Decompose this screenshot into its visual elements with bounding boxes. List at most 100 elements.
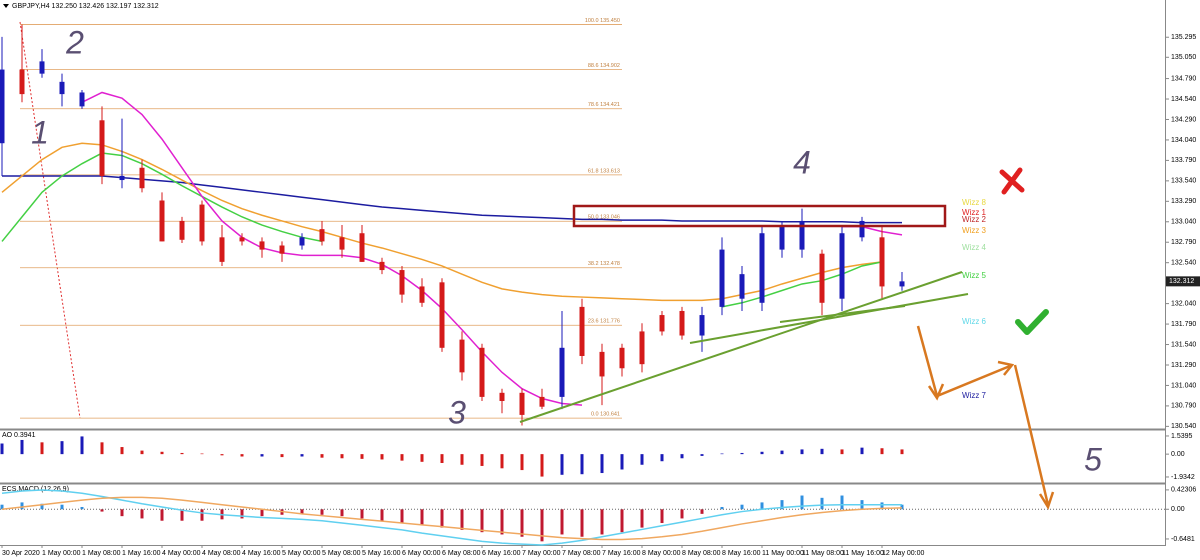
arrow-head [927,360,1015,401]
candle-body [479,347,485,397]
candle-body [19,69,25,95]
indicator-bar [180,509,184,521]
candle-body [199,204,205,242]
candle-body [419,286,425,303]
valid-mark [1015,309,1049,335]
fib-label: 23.6 131.776 [588,319,620,325]
candle-body [659,315,665,332]
fib-label: 88.6 134.902 [588,63,620,69]
indicator-bar [880,502,884,510]
y-tick-label: -0.6481 [1171,536,1195,543]
candle-body [139,167,145,189]
legend-label: Wizz 7 [962,391,987,400]
y-tick-label: 130.790 [1171,403,1196,410]
candle-body [39,61,45,74]
indicator-bar [60,504,64,510]
symbol-menu-icon[interactable] [3,4,9,8]
y-tick-label: 133.790 [1171,157,1196,164]
indicator-line [1,496,903,541]
fib-label: 61.8 133.613 [588,168,620,174]
indicator-bar [820,497,824,510]
y-tick-label: 132.040 [1171,300,1196,307]
y-tick-label: 132.790 [1171,239,1196,246]
indicator-bar [900,504,904,510]
indicator-bar [240,509,244,519]
candle-body [559,347,565,397]
indicator-bar [440,509,444,528]
projection-arrow [1013,364,1055,510]
y-tick-label: 131.540 [1171,341,1196,348]
x-tick-label: 4 May 16:00 [242,550,281,557]
x-tick-label: 4 May 08:00 [202,550,241,557]
indicator-bar [620,509,624,533]
indicator-bar [20,502,24,510]
indicator-bar [780,500,784,510]
y-tick-label: 132.540 [1171,260,1196,267]
candle-body [599,351,605,377]
candle-body [119,175,125,181]
wave-label: 5 [1084,441,1102,477]
y-tick-label: 134.540 [1171,96,1196,103]
candle-body [879,237,885,287]
indicator-bar [460,454,464,465]
trendline [779,305,906,323]
indicator-line [2,175,902,224]
y-tick-label: 135.050 [1171,54,1196,61]
wave-label: 1 [31,114,49,150]
y-tick-label: 133.540 [1171,178,1196,185]
indicator-bar [640,509,644,528]
candle-body [259,241,265,250]
candle-body [899,281,905,287]
indicator-bar [420,454,424,462]
x-tick-label: 11 May 08:00 [802,550,844,557]
indicator-bar [700,509,704,514]
indicator-bar [360,509,364,519]
indicator-bar [300,454,304,457]
wave-label: 2 [65,24,84,60]
candle-body [59,81,65,95]
indicator-bar [520,454,524,471]
x-tick-label: 1 May 16:00 [122,550,161,557]
candle-body [639,331,645,365]
candle-body [279,245,285,254]
indicator-bar [600,509,604,535]
y-tick-label: 131.290 [1171,362,1196,369]
indicator-bar [760,502,764,510]
legend-label: Wizz 1 [962,208,987,217]
candle-body [179,220,185,240]
indicator-bar [600,454,604,474]
x-tick-label: 4 May 00:00 [162,550,201,557]
indicator-bar [640,454,644,465]
indicator-bar [620,454,624,470]
indicator-bar [260,509,264,517]
legend-label: Wizz 4 [962,243,987,252]
indicator-bar [380,454,384,460]
indicator-bar [440,454,444,463]
candle-body [579,306,585,356]
candle-body [699,315,705,336]
indicator-bar [40,503,44,510]
candle-body [759,233,765,303]
candle-body [819,253,825,303]
candle-body [679,310,685,336]
y-tick-label: 134.790 [1171,75,1196,82]
candle-body [379,261,385,271]
x-tick-label: 5 May 08:00 [322,550,361,557]
indicator-bar [660,509,664,524]
indicator-bar [660,454,664,462]
indicator-bar [720,506,724,510]
y-tick-label: 135.295 [1171,34,1196,41]
fib-label: 78.6 134.421 [588,102,620,108]
candle-body [839,233,845,299]
candle-body [739,274,745,299]
x-tick-label: 30 Apr 2020 [2,550,40,557]
x-tick-label: 6 May 16:00 [482,550,521,557]
candle-body [859,220,865,238]
indicator-bar [540,509,544,542]
indicator-bar [140,450,144,455]
indicator-bar [680,509,684,519]
current-price-tag [1166,276,1200,287]
x-tick-label: 7 May 16:00 [602,550,641,557]
